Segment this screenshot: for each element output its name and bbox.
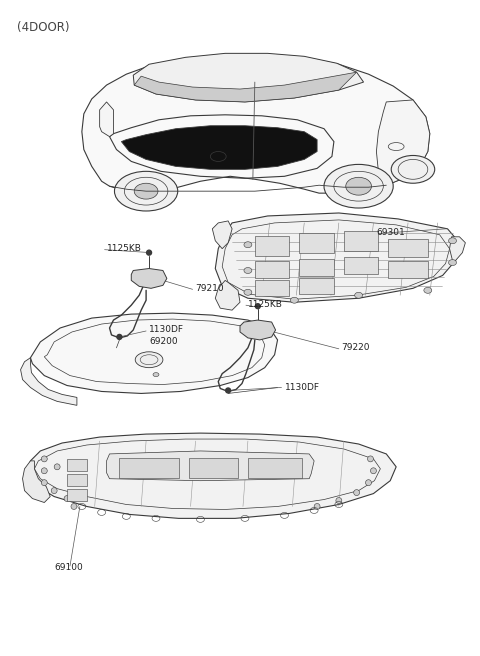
FancyBboxPatch shape xyxy=(255,280,289,297)
Polygon shape xyxy=(21,358,77,405)
Ellipse shape xyxy=(51,487,57,493)
Ellipse shape xyxy=(41,480,47,485)
Polygon shape xyxy=(27,433,396,518)
Polygon shape xyxy=(23,461,50,502)
FancyBboxPatch shape xyxy=(300,233,334,253)
Ellipse shape xyxy=(244,242,252,248)
Ellipse shape xyxy=(64,495,70,502)
Ellipse shape xyxy=(354,489,360,495)
FancyBboxPatch shape xyxy=(388,260,428,278)
FancyBboxPatch shape xyxy=(255,236,289,256)
Text: 69100: 69100 xyxy=(54,564,83,573)
Ellipse shape xyxy=(134,183,158,199)
Ellipse shape xyxy=(41,456,47,462)
FancyBboxPatch shape xyxy=(67,489,87,501)
FancyBboxPatch shape xyxy=(344,231,378,251)
Ellipse shape xyxy=(346,177,372,195)
Ellipse shape xyxy=(290,297,298,303)
FancyBboxPatch shape xyxy=(388,239,428,256)
Polygon shape xyxy=(216,213,459,302)
Ellipse shape xyxy=(448,260,456,266)
Polygon shape xyxy=(131,268,167,289)
Ellipse shape xyxy=(244,289,252,295)
Ellipse shape xyxy=(448,237,456,244)
Polygon shape xyxy=(133,53,363,102)
FancyBboxPatch shape xyxy=(248,458,302,478)
Polygon shape xyxy=(212,221,232,249)
Polygon shape xyxy=(30,313,277,394)
Ellipse shape xyxy=(355,293,362,298)
Polygon shape xyxy=(82,54,430,193)
Circle shape xyxy=(117,335,122,339)
Ellipse shape xyxy=(424,287,432,293)
FancyBboxPatch shape xyxy=(344,256,378,274)
Ellipse shape xyxy=(244,268,252,274)
FancyBboxPatch shape xyxy=(300,278,334,295)
Text: 69200: 69200 xyxy=(149,337,178,346)
Ellipse shape xyxy=(153,373,159,377)
Ellipse shape xyxy=(135,352,163,367)
Text: 1130DF: 1130DF xyxy=(285,383,320,392)
Ellipse shape xyxy=(314,504,320,510)
Ellipse shape xyxy=(71,504,77,510)
Polygon shape xyxy=(107,451,314,481)
Polygon shape xyxy=(240,320,276,340)
Ellipse shape xyxy=(371,468,376,474)
FancyBboxPatch shape xyxy=(67,459,87,471)
Ellipse shape xyxy=(391,155,435,183)
Ellipse shape xyxy=(366,480,372,485)
Ellipse shape xyxy=(41,468,47,474)
FancyBboxPatch shape xyxy=(189,458,238,478)
Text: 1125KB: 1125KB xyxy=(107,244,142,253)
Ellipse shape xyxy=(368,456,373,462)
Polygon shape xyxy=(121,126,317,169)
FancyBboxPatch shape xyxy=(300,258,334,276)
Text: 1125KB: 1125KB xyxy=(248,300,283,309)
Ellipse shape xyxy=(336,497,342,504)
FancyBboxPatch shape xyxy=(120,458,179,478)
Ellipse shape xyxy=(114,171,178,211)
Text: 79210: 79210 xyxy=(195,284,224,293)
Text: 79220: 79220 xyxy=(341,343,369,352)
Text: 69301: 69301 xyxy=(376,228,405,237)
Ellipse shape xyxy=(54,464,60,470)
Circle shape xyxy=(226,388,230,393)
Circle shape xyxy=(146,250,152,255)
Polygon shape xyxy=(216,280,240,310)
Text: 1130DF: 1130DF xyxy=(149,325,184,335)
Ellipse shape xyxy=(324,165,393,208)
Polygon shape xyxy=(100,102,113,136)
Text: (4DOOR): (4DOOR) xyxy=(17,20,69,33)
Circle shape xyxy=(255,304,260,309)
Polygon shape xyxy=(376,100,430,185)
FancyBboxPatch shape xyxy=(255,260,289,278)
Polygon shape xyxy=(450,237,466,260)
FancyBboxPatch shape xyxy=(67,474,87,485)
Polygon shape xyxy=(134,72,357,102)
